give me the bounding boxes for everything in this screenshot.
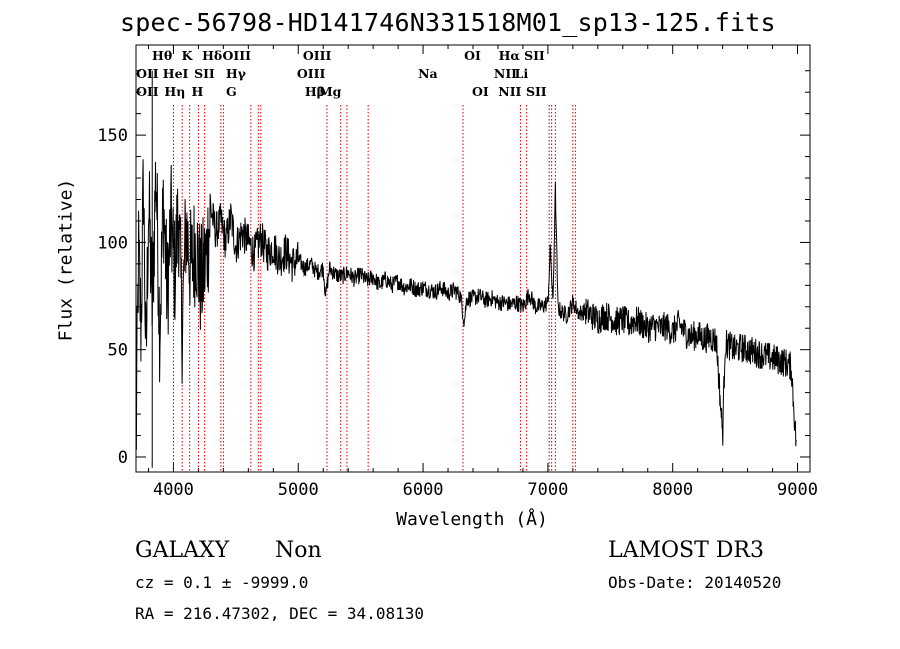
line-id-label: SII [526,84,547,99]
line-id-label: Hγ [226,66,247,81]
subclass-label: Non [275,538,322,563]
x-tick-label: 8000 [652,480,693,500]
line-id-label: HeI [163,66,189,81]
line-id-label: Hθ [152,48,172,63]
y-tick-label: 0 [118,448,128,468]
line-id-label: NII [494,66,517,81]
y-tick-label: 50 [108,341,128,361]
line-id-label: Na [418,66,438,81]
line-id-label: Hη [164,84,185,99]
line-id-label: OI [464,48,481,63]
y-tick-label: 100 [97,233,128,253]
plot-frame [135,44,811,473]
survey-label: LAMOST DR3 [608,538,764,563]
line-id-label: Hβ [305,84,325,99]
line-id-label: Li [515,66,529,81]
spectrum-line [135,159,797,450]
line-id-label: OI [472,84,489,99]
line-id-label: OIII [297,66,326,81]
x-tick-label: 6000 [403,480,444,500]
line-id-label: SII [524,48,545,63]
line-id-label: OII [136,84,159,99]
line-id-label: NII [498,84,521,99]
line-id-label: G [226,84,237,99]
chart-title: spec-56798-HD141746N331518M01_sp13-125.f… [120,8,776,37]
line-id-label: Hα [499,48,521,63]
x-tick-label: 4000 [153,480,194,500]
radec-readout: RA = 216.47302, DEC = 34.08130 [135,604,424,623]
line-id-label: OII [136,66,159,81]
x-tick-label: 9000 [777,480,818,500]
line-id-label: Mg [319,84,342,99]
line-id-label: OIII [303,48,332,63]
cz-readout: cz = 0.1 ± -9999.0 [135,573,309,592]
class-label: GALAXY [135,538,230,563]
line-id-label: Hδ [202,48,222,63]
y-tick-label: 150 [97,126,128,146]
obs-date-readout: Obs-Date: 20140520 [608,573,782,592]
x-tick-label: 5000 [278,480,319,500]
line-id-label: SII [194,66,215,81]
line-id-label: H [192,84,204,99]
x-axis-label: Wavelength (Å) [396,509,548,530]
x-tick-label: 7000 [527,480,568,500]
y-axis-label: Flux (relative) [55,178,77,342]
line-id-label: OIII [223,48,252,63]
line-id-label: K [182,48,194,63]
